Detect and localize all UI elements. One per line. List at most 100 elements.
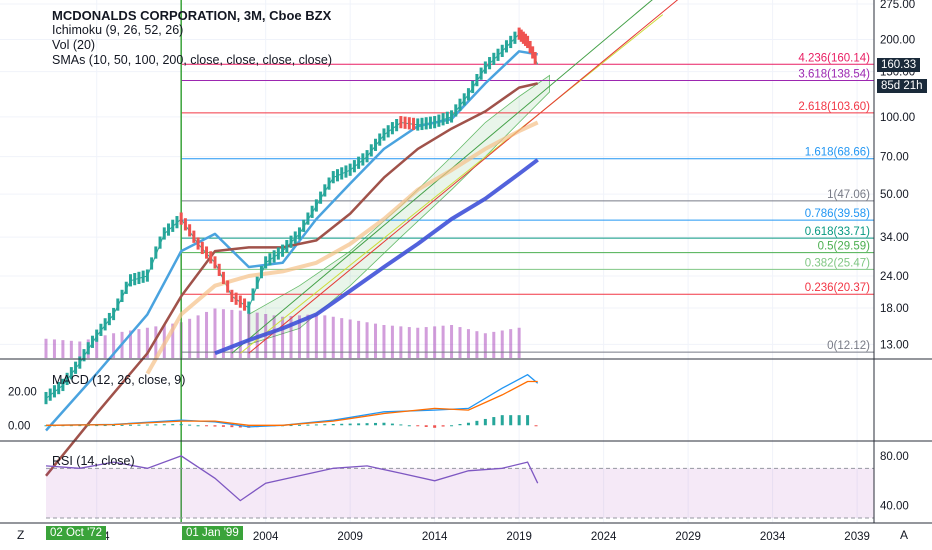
zoom-out-button[interactable]: Z <box>17 528 25 542</box>
time-tick-label: 2034 <box>760 531 786 543</box>
volume-bar <box>61 340 65 358</box>
candle <box>528 40 532 54</box>
macd-histogram-bar <box>145 424 149 426</box>
candle <box>264 256 268 269</box>
candle <box>483 61 487 74</box>
candle <box>188 224 192 237</box>
indicator-ichimoku[interactable]: Ichimoku (9, 26, 52, 26) <box>52 23 184 37</box>
candle <box>428 116 432 129</box>
price-tick-label: 50.00 <box>880 189 909 201</box>
candle <box>230 289 234 303</box>
macd-histogram-bar <box>78 425 82 427</box>
series-sma-50 <box>45 82 538 477</box>
volume-bar <box>340 318 344 358</box>
indicator-smas[interactable]: SMAs (10, 50, 100, 200, close, close, cl… <box>52 53 332 67</box>
macd-histogram-bar <box>112 425 116 427</box>
macd-histogram-bar <box>357 423 361 426</box>
macd-histogram-bar <box>450 425 454 427</box>
volume-bar <box>399 326 403 358</box>
volume-bar <box>492 331 496 358</box>
time-tick-label: 2014 <box>422 531 448 543</box>
price-tick-label: 200.00 <box>880 35 915 47</box>
volume-bar <box>137 329 141 358</box>
candle <box>90 335 94 348</box>
macd-histogram-bar <box>517 415 521 426</box>
candle <box>103 318 107 331</box>
candle <box>251 288 255 301</box>
volume-bar <box>238 310 242 358</box>
trend-line-yellow <box>240 14 664 354</box>
volume-bar <box>433 326 437 358</box>
candle <box>352 160 356 173</box>
series-sma-100 <box>145 120 539 375</box>
candle <box>479 67 483 80</box>
macd-histogram-bar <box>475 420 479 426</box>
macd-histogram-bar <box>44 425 48 427</box>
candle <box>281 244 285 257</box>
rsi-pane[interactable] <box>45 455 874 519</box>
fib-level-label: 1.618(68.66) <box>805 147 870 159</box>
candle <box>44 391 48 405</box>
macd-legend[interactable]: MACD (12, 26, close, 9) <box>52 373 186 387</box>
volume-bar <box>517 327 521 358</box>
candle <box>302 219 306 232</box>
candle <box>205 246 209 259</box>
volume-bar <box>230 309 234 358</box>
candle <box>145 269 149 282</box>
volume-bar <box>297 315 301 358</box>
candle <box>344 165 348 178</box>
volume-bar <box>154 326 158 358</box>
macd-histogram-bar <box>221 425 225 427</box>
macd-histogram-bar <box>188 424 192 426</box>
volume-bar <box>483 333 487 358</box>
macd-histogram-bar <box>340 423 344 426</box>
volume-bar <box>390 325 394 358</box>
candle <box>458 98 462 111</box>
volume-bar <box>188 318 192 358</box>
candle <box>65 372 69 386</box>
rsi-legend[interactable]: RSI (14, close) <box>52 454 135 468</box>
candle <box>327 177 331 190</box>
candle <box>420 117 424 131</box>
price-pane[interactable]: 4.236(160.14) 3.618(138.54) 2.618(103.60) 1… <box>44 0 875 522</box>
candle <box>374 138 378 151</box>
candle <box>95 329 99 342</box>
macd-tick-label: 20.00 <box>8 387 37 399</box>
macd-histogram-bar <box>171 424 175 426</box>
candle <box>209 251 213 264</box>
candle <box>82 349 86 362</box>
rsi-band <box>46 468 874 518</box>
macd-histogram-bar <box>230 425 234 428</box>
indicator-volume[interactable]: Vol (20) <box>52 38 96 52</box>
macd-pane[interactable] <box>44 373 539 428</box>
candle <box>504 40 508 53</box>
candle <box>99 323 103 336</box>
candle <box>276 247 280 260</box>
symbol-title[interactable]: MCDONALDS CORPORATION, 3M, Cboe BZX <box>52 8 332 23</box>
candle <box>74 361 78 374</box>
candle <box>226 280 230 293</box>
candle <box>526 35 530 49</box>
fib-level-label: 3.618(138.54) <box>798 68 870 80</box>
candle <box>217 263 221 277</box>
macd-histogram-bar <box>154 424 158 426</box>
price-tick-label: 13.00 <box>880 339 909 351</box>
candle <box>331 171 335 184</box>
candle <box>323 184 327 197</box>
candle <box>369 144 373 157</box>
macd-histogram-bar <box>365 423 369 426</box>
candle <box>150 257 154 270</box>
candle <box>416 118 420 131</box>
macd-histogram-bar <box>348 423 352 426</box>
macd-histogram-bar <box>534 425 538 427</box>
volume-bar <box>205 311 209 358</box>
countdown-badge: 85d 21h <box>877 79 927 93</box>
auto-scale-button[interactable]: A <box>900 528 909 542</box>
candle <box>361 153 365 166</box>
candle <box>424 117 428 130</box>
fib-level-label: 0.5(29.59) <box>818 241 871 253</box>
volume-bar <box>407 327 411 358</box>
fib-level-label: 0.786(39.58) <box>805 208 870 220</box>
